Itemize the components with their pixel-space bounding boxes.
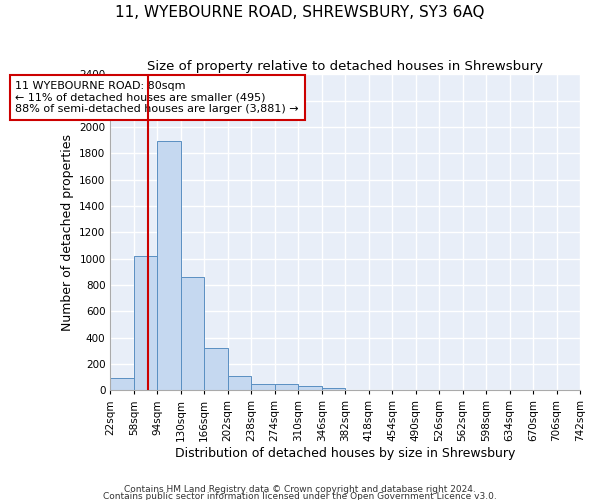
X-axis label: Distribution of detached houses by size in Shrewsbury: Distribution of detached houses by size … bbox=[175, 447, 515, 460]
Text: 11 WYEBOURNE ROAD: 80sqm
← 11% of detached houses are smaller (495)
88% of semi-: 11 WYEBOURNE ROAD: 80sqm ← 11% of detach… bbox=[16, 81, 299, 114]
Text: Contains public sector information licensed under the Open Government Licence v3: Contains public sector information licen… bbox=[103, 492, 497, 500]
Bar bbox=[298, 386, 322, 390]
Bar bbox=[228, 376, 251, 390]
Title: Size of property relative to detached houses in Shrewsbury: Size of property relative to detached ho… bbox=[147, 60, 543, 73]
Bar bbox=[204, 348, 228, 391]
Text: 11, WYEBOURNE ROAD, SHREWSBURY, SY3 6AQ: 11, WYEBOURNE ROAD, SHREWSBURY, SY3 6AQ bbox=[115, 5, 485, 20]
Y-axis label: Number of detached properties: Number of detached properties bbox=[61, 134, 74, 330]
Bar bbox=[275, 384, 298, 390]
Bar bbox=[157, 142, 181, 390]
Bar bbox=[251, 384, 275, 390]
Bar bbox=[134, 256, 157, 390]
Bar bbox=[181, 277, 204, 390]
Bar bbox=[110, 378, 134, 390]
Bar bbox=[322, 388, 345, 390]
Text: Contains HM Land Registry data © Crown copyright and database right 2024.: Contains HM Land Registry data © Crown c… bbox=[124, 486, 476, 494]
